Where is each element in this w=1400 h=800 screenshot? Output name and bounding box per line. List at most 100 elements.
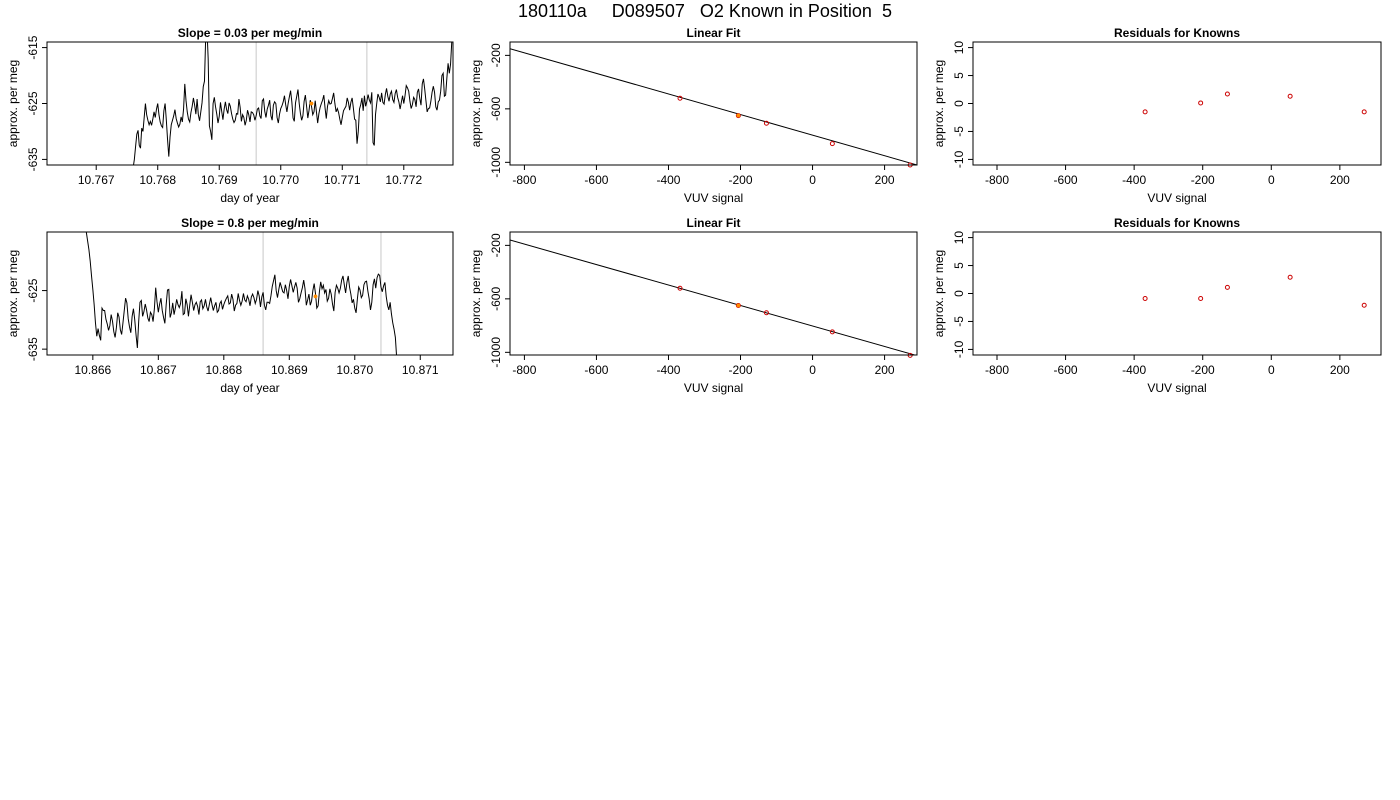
x-tick-label: 0 [1268,173,1275,187]
y-tick-label: -615 [26,35,40,59]
panel-4: Slope = 0.8 per meg/min 10.866 10.867 10.86… [6,216,454,395]
plot-frame [46,41,454,166]
y-tick-label: -635 [26,337,40,361]
x-tick-label: 200 [1330,173,1350,187]
y-tick-label: -10 [952,340,966,358]
x-tick-label: -400 [656,173,680,187]
y-tick-label: 10 [952,41,966,55]
panel-6: Residuals for Knowns -800 -600 -400 -200 0 200… [932,216,1382,395]
y-tick-label: -635 [26,147,40,171]
x-tick-label: 200 [1330,363,1350,377]
panel-2: Linear Fit -800 -600 -400 -200 0 200 VUV signal… [469,26,918,205]
x-axis-label: day of year [220,191,279,205]
x-axis-label: VUV signal [684,381,743,395]
series-line [133,42,453,165]
y-tick-label: 0 [952,290,966,297]
x-axis-label: VUV signal [1147,381,1206,395]
x-tick-label: -200 [728,363,752,377]
y-axis-label: approx. per meg [469,60,483,147]
x-axis-label: VUV signal [684,191,743,205]
x-tick-label: 10.868 [205,363,242,377]
x-tick-label: 10.870 [336,363,373,377]
plot-frame [46,231,454,356]
data-point [829,141,835,147]
x-tick-label: 10.768 [139,173,176,187]
y-tick-label: 0 [952,100,966,107]
chart-title: Linear Fit [686,26,740,40]
data-point [1287,93,1293,99]
x-axis-label: VUV signal [1147,191,1206,205]
y-axis-label: approx. per meg [932,60,946,147]
data-point [763,120,769,126]
x-tick-label: 10.866 [74,363,111,377]
plot-frame [972,41,1382,166]
plot-frame [509,41,918,166]
x-tick-label: -600 [584,173,608,187]
data-point [735,303,741,309]
x-tick-label: -200 [728,173,752,187]
x-tick-label: -200 [1191,173,1215,187]
data-point [829,329,835,335]
y-tick-label: -600 [489,97,503,121]
data-point [677,95,683,101]
chart-title: Residuals for Knowns [1114,26,1240,40]
x-axis-label: day of year [220,381,279,395]
y-tick-label: -5 [952,316,966,327]
data-point [1142,109,1148,115]
data-point [1142,296,1148,302]
data-point [1198,100,1204,106]
data-point [1361,302,1367,308]
x-tick-label: 200 [875,173,895,187]
highlight-point [736,303,741,308]
chart-title: Residuals for Knowns [1114,216,1240,230]
fit-line [510,48,917,165]
panel-1: Slope = 0.03 per meg/min 10.767 10.768 10.7… [6,26,454,205]
x-tick-label: -400 [1122,173,1146,187]
x-tick-label: 10.867 [140,363,177,377]
x-tick-label: -800 [512,173,536,187]
chart-title: Slope = 0.03 per meg/min [178,26,322,40]
data-point [1224,91,1230,97]
y-tick-label: -5 [952,126,966,137]
x-tick-label: -800 [985,173,1009,187]
y-axis-label: approx. per meg [932,250,946,337]
x-tick-label: 10.770 [262,173,299,187]
x-tick-label: -800 [985,363,1009,377]
x-tick-label: 10.769 [201,173,238,187]
highlight-point [736,113,741,118]
y-tick-label: -625 [26,91,40,115]
panel-3: Residuals for Knowns -800 -600 -400 -200 0 200… [932,26,1382,205]
x-tick-label: 200 [875,363,895,377]
y-tick-label: 5 [952,262,966,269]
panel-5: Linear Fit -800 -600 -400 -200 0 200 VUV signal… [469,216,918,395]
series-line [85,232,397,355]
y-axis-label: approx. per meg [6,250,20,337]
x-tick-label: 10.772 [385,173,422,187]
x-tick-label: -600 [1054,363,1078,377]
chart-title: Linear Fit [686,216,740,230]
plot-frame [509,231,918,356]
x-tick-label: -600 [584,363,608,377]
y-tick-label: 10 [952,231,966,245]
y-tick-label: -600 [489,287,503,311]
x-tick-label: -600 [1054,173,1078,187]
x-tick-label: -400 [656,363,680,377]
y-tick-label: -1000 [489,337,503,368]
x-tick-label: 0 [809,363,816,377]
x-tick-label: 10.767 [78,173,115,187]
y-axis-label: approx. per meg [469,250,483,337]
highlight-point [309,101,314,106]
data-point [1198,296,1204,302]
x-tick-label: -200 [1191,363,1215,377]
highlight-point [313,294,318,299]
data-point [763,310,769,316]
x-tick-label: 10.869 [271,363,308,377]
y-tick-label: -1000 [489,147,503,178]
plot-frame [972,231,1382,356]
x-tick-label: 10.771 [324,173,361,187]
data-point [1287,274,1293,280]
x-tick-label: 10.871 [402,363,439,377]
y-tick-label: -200 [489,43,503,67]
page-title: 180110a D089507 O2 Known in Position 5 [518,1,892,21]
chart-title: Slope = 0.8 per meg/min [181,216,319,230]
